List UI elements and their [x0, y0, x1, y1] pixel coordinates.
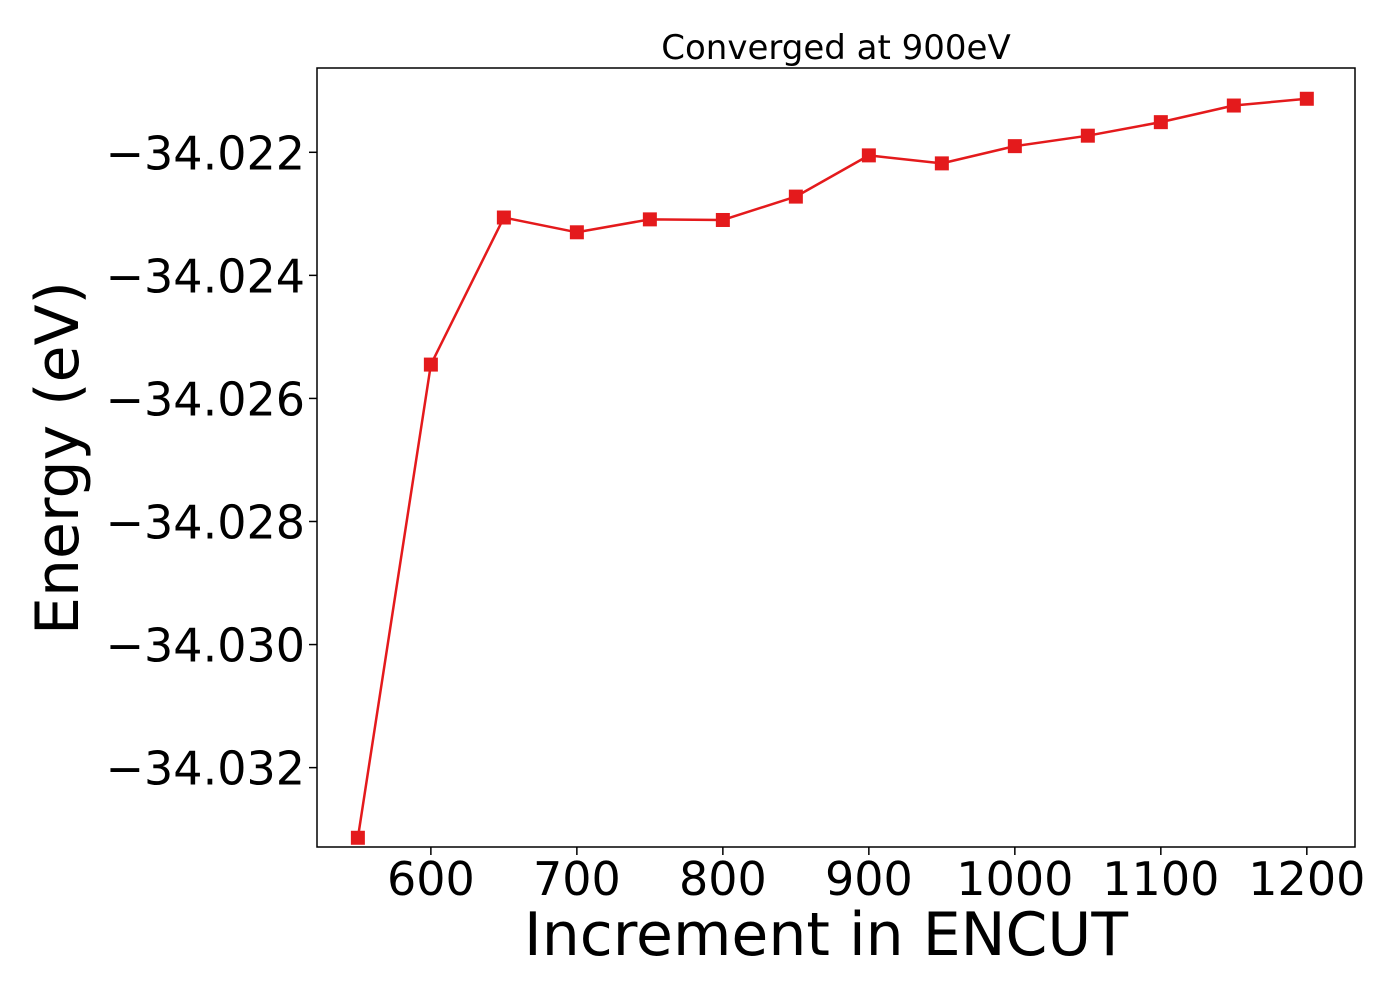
data-point-marker: [1080, 128, 1095, 143]
series-layer: [350, 91, 1314, 845]
data-point-marker: [861, 148, 876, 163]
data-point-marker: [1007, 139, 1022, 154]
x-tick-label: 1000: [956, 852, 1073, 906]
data-point-marker: [934, 156, 949, 171]
y-tick-label: −34.024: [106, 249, 306, 303]
data-point-marker: [788, 189, 803, 204]
y-axis-label: Energy (eV): [23, 281, 93, 635]
x-tick-label: 800: [679, 852, 767, 906]
x-tick-label: 900: [825, 852, 913, 906]
data-point-marker: [1153, 115, 1168, 130]
data-point-marker: [642, 212, 657, 227]
x-axis-ticks: 600 700 800 900 1000 1100 1200: [387, 847, 1365, 906]
series-line: [356, 97, 1307, 838]
data-point-marker: [715, 212, 730, 227]
x-tick-label: 600: [387, 852, 475, 906]
y-tick-label: −34.026: [106, 372, 306, 426]
chart-title: Converged at 900eV: [661, 28, 1010, 68]
y-axis-ticks: −34.022 −34.024 −34.026 −34.028 −34.030 −34.0…: [106, 126, 317, 796]
data-point-marker: [569, 225, 584, 240]
data-point-marker: [1226, 98, 1241, 113]
y-tick-label: −34.032: [106, 742, 306, 796]
plot-area: [316, 67, 1356, 848]
x-tick-label: 1100: [1102, 852, 1219, 906]
y-tick-label: −34.030: [106, 619, 306, 673]
x-axis-label: Increment in ENCUT: [524, 900, 1128, 970]
data-point-marker: [423, 357, 438, 372]
x-tick-label: 1200: [1248, 852, 1365, 906]
data-point-marker: [1299, 91, 1314, 106]
y-tick-label: −34.028: [106, 495, 306, 549]
data-point-marker: [496, 210, 511, 225]
x-tick-label: 700: [533, 852, 621, 906]
data-point-marker: [350, 830, 365, 845]
y-tick-label: −34.022: [106, 126, 306, 180]
